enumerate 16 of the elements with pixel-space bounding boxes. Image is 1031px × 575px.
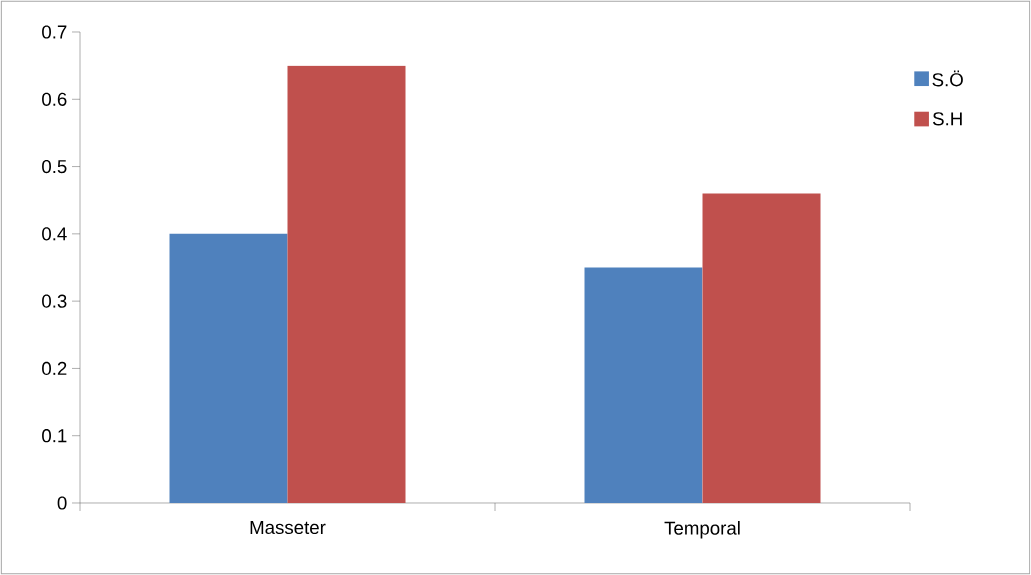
y-tick-label: 0.7: [42, 25, 67, 39]
y-tick-label: 0.3: [42, 294, 67, 308]
legend-label: S.H: [932, 112, 962, 126]
y-tick-label: 0.1: [42, 429, 67, 443]
y-tick-label: 0.4: [42, 227, 67, 241]
bar: [169, 233, 288, 503]
bar: [287, 65, 406, 503]
y-tick-label: 0: [57, 496, 67, 510]
legend-label: S.Ö: [932, 70, 963, 87]
bar: [584, 267, 703, 503]
y-tick-label: 0.5: [42, 159, 67, 174]
y-tick-label: 0.2: [42, 361, 67, 376]
y-tick-label: 0.6: [42, 92, 67, 106]
bar: [702, 193, 821, 503]
x-tick-label: Masseter: [250, 521, 326, 535]
x-tick-label: Temporal: [664, 521, 740, 539]
